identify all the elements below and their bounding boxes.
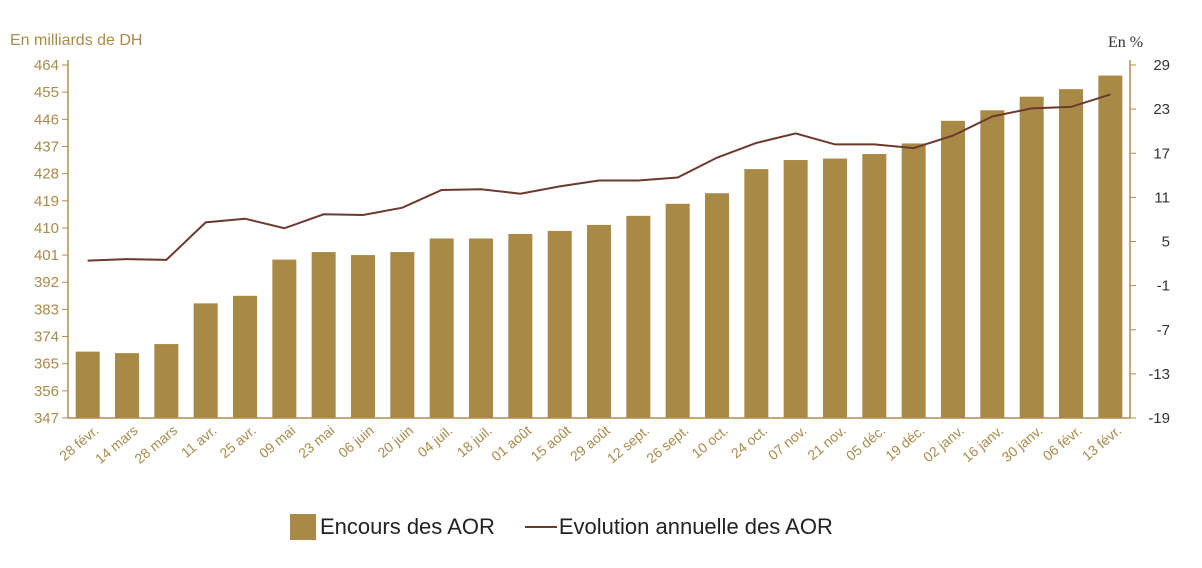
left-tick-label-9: 428 bbox=[34, 166, 59, 183]
bar-1 bbox=[115, 353, 139, 418]
x-tick-label-11: 01 août bbox=[488, 422, 534, 464]
x-tick-label-8: 20 juin bbox=[374, 422, 416, 461]
legend: Encours des AOR Evolution annuelle des A… bbox=[290, 512, 833, 542]
x-tick-label-18: 07 nov. bbox=[765, 422, 810, 463]
bar-17 bbox=[744, 169, 769, 418]
x-tick-label-19: 21 nov. bbox=[804, 422, 849, 463]
bar-14 bbox=[626, 215, 651, 418]
bar-18 bbox=[783, 160, 808, 419]
bar-24 bbox=[1019, 96, 1044, 418]
bar-4 bbox=[233, 295, 257, 418]
x-tick-label-26: 13 févr. bbox=[1079, 422, 1124, 464]
bar-19 bbox=[823, 158, 847, 418]
x-tick-label-20: 05 déc. bbox=[843, 422, 888, 464]
x-tick-label-22: 02 janv. bbox=[920, 422, 967, 465]
right-tick-label-6: 17 bbox=[1153, 145, 1170, 162]
x-tick-label-4: 25 avr. bbox=[216, 422, 258, 461]
bar-15 bbox=[665, 203, 690, 418]
right-tick-label-4: 5 bbox=[1162, 234, 1170, 251]
x-tick-label-10: 18 juil. bbox=[454, 422, 495, 460]
left-tick-label-8: 419 bbox=[34, 193, 59, 210]
x-tick-label-16: 10 oct. bbox=[688, 422, 730, 461]
bar-10 bbox=[469, 238, 493, 418]
left-tick-label-3: 374 bbox=[34, 329, 59, 346]
legend-label-bars: Encours des AOR bbox=[320, 514, 495, 539]
right-tick-label-1: -13 bbox=[1148, 366, 1170, 383]
left-tick-label-12: 455 bbox=[34, 84, 59, 101]
left-tick-label-7: 410 bbox=[34, 220, 59, 237]
legend-bar-swatch bbox=[290, 514, 316, 540]
left-tick-label-5: 392 bbox=[34, 274, 59, 291]
x-tick-label-14: 12 sept. bbox=[604, 422, 652, 466]
right-tick-label-0: -19 bbox=[1148, 410, 1170, 427]
left-tick-label-6: 401 bbox=[34, 247, 59, 264]
left-axis-unit-label: En milliards de DH bbox=[10, 32, 143, 49]
x-tick-label-3: 11 avr. bbox=[178, 422, 220, 461]
x-tick-label-7: 06 juin bbox=[335, 422, 377, 461]
right-tick-label-7: 23 bbox=[1153, 101, 1170, 118]
x-tick-label-6: 23 mai bbox=[295, 422, 337, 461]
bar-11 bbox=[508, 233, 533, 418]
x-tick-label-9: 04 juil. bbox=[414, 422, 455, 460]
right-axis-unit-label: En % bbox=[1108, 34, 1144, 51]
bar-13 bbox=[587, 224, 611, 418]
bar-9 bbox=[429, 238, 454, 418]
bar-22 bbox=[941, 120, 965, 419]
bar-12 bbox=[547, 230, 572, 418]
x-tick-label-12: 15 août bbox=[528, 422, 574, 464]
bar-20 bbox=[862, 154, 887, 418]
x-tick-label-24: 30 janv. bbox=[999, 422, 1046, 465]
x-tick-label-23: 16 janv. bbox=[959, 422, 1006, 465]
x-tick-label-25: 06 févr. bbox=[1039, 422, 1084, 464]
right-tick-label-2: -7 bbox=[1157, 322, 1170, 339]
legend-label-line: Evolution annuelle des AOR bbox=[558, 514, 833, 539]
x-tick-label-5: 09 mai bbox=[256, 422, 298, 461]
bar-25 bbox=[1059, 89, 1083, 418]
bar-5 bbox=[272, 259, 297, 418]
bar-7 bbox=[351, 255, 375, 418]
left-tick-label-13: 464 bbox=[34, 57, 59, 74]
left-tick-label-11: 446 bbox=[34, 111, 59, 128]
x-tick-label-21: 19 déc. bbox=[882, 422, 927, 464]
left-tick-label-4: 383 bbox=[34, 301, 59, 318]
legend-line-swatch bbox=[524, 526, 557, 528]
left-tick-label-2: 365 bbox=[34, 356, 59, 373]
bar-8 bbox=[390, 252, 415, 418]
bar-23 bbox=[980, 110, 1005, 418]
x-tick-label-15: 26 sept. bbox=[643, 422, 691, 466]
bar-21 bbox=[901, 143, 926, 418]
x-tick-label-1: 14 mars bbox=[92, 422, 141, 467]
bar-0 bbox=[75, 351, 100, 418]
x-tick-label-17: 24 oct. bbox=[728, 422, 770, 461]
bar-26 bbox=[1098, 75, 1123, 419]
right-tick-label-3: -1 bbox=[1157, 278, 1170, 295]
bar-6 bbox=[311, 252, 336, 418]
line-series-evolution bbox=[87, 93, 1111, 262]
right-tick-label-5: 11 bbox=[1154, 189, 1170, 206]
left-tick-label-10: 437 bbox=[34, 138, 59, 155]
left-tick-label-0: 347 bbox=[34, 410, 59, 427]
bar-2 bbox=[154, 344, 179, 418]
left-tick-label-1: 356 bbox=[34, 383, 59, 400]
right-tick-label-8: 29 bbox=[1153, 57, 1170, 74]
bar-3 bbox=[193, 303, 218, 418]
x-tick-label-2: 28 mars bbox=[131, 422, 180, 467]
bar-16 bbox=[705, 193, 729, 418]
